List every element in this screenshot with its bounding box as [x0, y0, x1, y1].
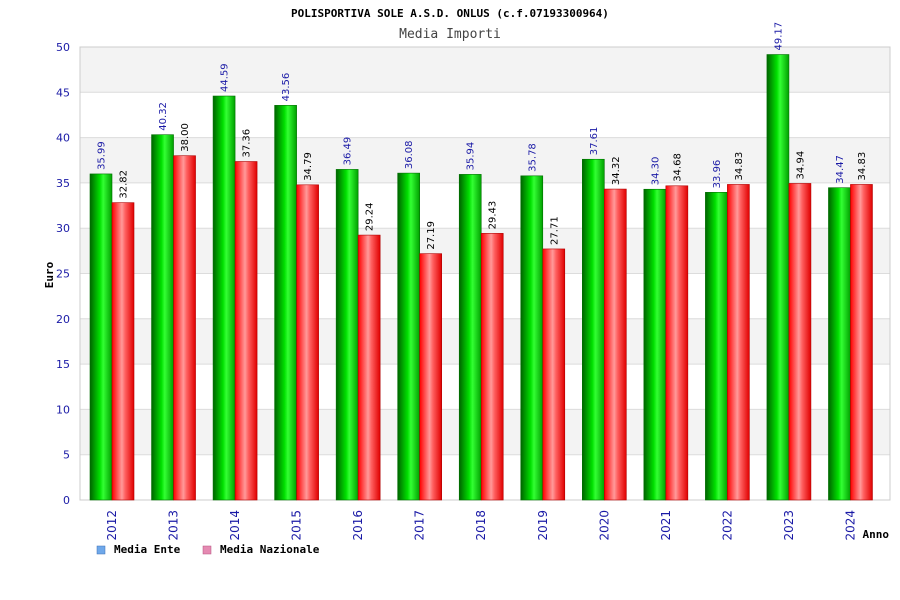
x-tick-label-2012: 2012: [105, 510, 119, 541]
bar-media-ente-2024: [828, 187, 851, 501]
data-label-media-ente-2017: 36.08: [404, 140, 415, 169]
data-label-media-nazionale-2017: 27.19: [426, 221, 437, 250]
bar-media-ente-2012: [89, 173, 113, 501]
bar-media-nazionale-2012: [111, 202, 135, 501]
data-label-media-ente-2024: 34.47: [835, 155, 846, 184]
x-tick-label-2020: 2020: [597, 510, 611, 541]
data-label-media-nazionale-2021: 34.68: [672, 153, 683, 182]
data-label-media-ente-2022: 33.96: [712, 160, 723, 189]
y-axis-ticks: 0 5 10 15 20 25 30 35 40 45 50: [56, 41, 70, 507]
bar-media-nazionale-2015: [296, 184, 319, 501]
x-tick-label-2021: 2021: [659, 510, 673, 541]
data-label-media-nazionale-2022: 34.83: [734, 152, 745, 181]
data-label-media-nazionale-2016: 29.24: [365, 202, 376, 231]
y-tick-label: 45: [56, 86, 70, 99]
x-axis-ticks: 2012 2013 2014 2015 2016 2017 2018 2019 2020 2021…: [105, 510, 857, 541]
bar-media-nazionale-2013: [173, 155, 196, 501]
data-label-media-ente-2015: 43.56: [281, 73, 292, 102]
bar-media-ente-2015: [274, 105, 297, 501]
plot-band: [80, 47, 890, 93]
y-tick-label: 0: [63, 494, 70, 507]
bar-media-nazionale-2024: [850, 184, 873, 501]
data-label-media-ente-2013: 40.32: [158, 102, 169, 131]
bar-media-ente-2016: [335, 169, 359, 501]
bar-media-ente-2017: [397, 172, 420, 501]
x-tick-label-2022: 2022: [720, 510, 734, 541]
chart-title: POLISPORTIVA SOLE A.S.D. ONLUS (c.f.0719…: [291, 7, 609, 20]
data-label-media-nazionale-2019: 27.71: [549, 216, 560, 245]
bar-media-ente-2021: [643, 188, 667, 501]
bar-media-nazionale-2017: [419, 253, 442, 501]
bar-media-ente-2020: [582, 158, 605, 501]
x-tick-label-2014: 2014: [228, 510, 242, 541]
data-label-media-ente-2021: 34.30: [650, 157, 661, 186]
legend-label-media-nazionale: Media Nazionale: [220, 543, 320, 556]
legend-swatch-media-nazionale: [202, 545, 212, 555]
x-axis-label: Anno: [863, 528, 890, 541]
y-tick-label: 20: [56, 313, 70, 326]
data-label-media-ente-2018: 35.94: [466, 142, 477, 171]
bar-media-nazionale-2021: [665, 185, 689, 501]
y-tick-label: 50: [56, 41, 70, 54]
y-tick-label: 35: [56, 177, 70, 190]
data-label-media-ente-2012: 35.99: [97, 141, 108, 170]
x-tick-label-2017: 2017: [413, 510, 427, 541]
data-label-media-ente-2019: 35.78: [527, 143, 538, 172]
data-label-media-nazionale-2015: 34.79: [303, 152, 314, 181]
data-label-media-nazionale-2023: 34.94: [795, 151, 806, 180]
bar-media-ente-2018: [458, 174, 482, 501]
bar-media-nazionale-2022: [727, 184, 750, 501]
data-label-media-nazionale-2013: 38.00: [180, 123, 191, 152]
data-label-media-ente-2023: 49.17: [773, 22, 784, 51]
bar-media-ente-2022: [705, 192, 728, 501]
y-tick-label: 5: [63, 449, 70, 462]
y-tick-label: 15: [56, 358, 70, 371]
legend-swatch-media-ente: [96, 545, 106, 555]
legend-label-media-ente: Media Ente: [114, 543, 181, 556]
y-tick-label: 40: [56, 132, 70, 145]
y-tick-label: 25: [56, 268, 70, 281]
bar-media-nazionale-2019: [542, 248, 566, 501]
x-tick-label-2023: 2023: [782, 510, 796, 541]
legend: Media Ente Media Nazionale: [96, 543, 320, 556]
data-label-media-ente-2014: 44.59: [220, 63, 231, 92]
bar-media-nazionale-2016: [357, 234, 381, 501]
data-label-media-ente-2020: 37.61: [589, 127, 600, 156]
data-label-media-nazionale-2024: 34.83: [857, 152, 868, 181]
x-tick-label-2016: 2016: [351, 510, 365, 541]
bar-media-ente-2013: [151, 134, 174, 501]
x-tick-label-2015: 2015: [290, 510, 304, 541]
y-axis-label: Euro: [43, 261, 56, 288]
y-tick-label: 30: [56, 222, 70, 235]
x-tick-label-2018: 2018: [474, 510, 488, 541]
x-tick-label-2024: 2024: [843, 510, 857, 541]
bar-media-nazionale-2018: [480, 233, 504, 501]
bar-media-nazionale-2020: [604, 188, 627, 501]
bar-media-ente-2019: [520, 175, 544, 501]
bar-media-ente-2014: [212, 95, 236, 501]
x-tick-label-2013: 2013: [167, 510, 181, 541]
chart-subtitle: Media Importi: [399, 27, 501, 42]
bar-media-nazionale-2023: [788, 183, 812, 501]
data-label-media-nazionale-2018: 29.43: [488, 201, 499, 230]
bar-media-ente-2023: [766, 54, 790, 501]
data-label-media-nazionale-2012: 32.82: [119, 170, 130, 199]
y-tick-label: 10: [56, 403, 70, 416]
bars: 35.99 32.82 40.32 38.00 44.59 37.36 43.56 34.79…: [89, 22, 873, 501]
x-tick-label-2019: 2019: [536, 510, 550, 541]
bar-media-nazionale-2014: [234, 161, 258, 501]
data-label-media-ente-2016: 36.49: [343, 137, 354, 166]
data-label-media-nazionale-2020: 34.32: [611, 156, 622, 185]
data-label-media-nazionale-2014: 37.36: [242, 129, 253, 158]
